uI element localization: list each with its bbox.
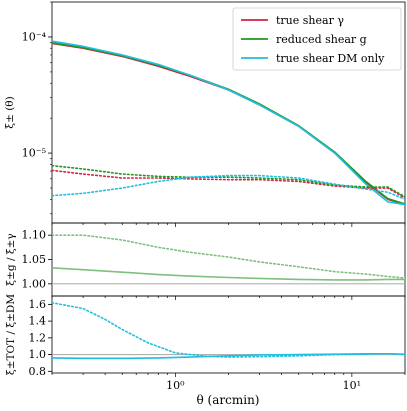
y-tick-label: 1.6 — [29, 298, 47, 311]
x-tick-label: 10¹ — [343, 379, 361, 392]
main-panel: 10⁻⁴ 10⁻⁵ ξ± (θ) true shear γ reduced shea… — [4, 1, 406, 227]
legend-label: reduced shear g — [276, 33, 367, 46]
y-tick-label: 1.0 — [29, 348, 47, 361]
series-line-dotted-1 — [52, 301, 405, 358]
y-tick-label: 1.4 — [29, 315, 47, 328]
y-tick-label: 1.00 — [22, 277, 47, 290]
y-tick-label: 1.10 — [22, 229, 47, 242]
y-axis-label: ξ±g / ξ±γ — [5, 233, 17, 285]
legend-label: true shear DM only — [276, 52, 385, 65]
series-line-true-shear-dm-only — [52, 40, 405, 206]
legend: true shear γ reduced shear g true shear DM… — [232, 7, 402, 71]
x-tick-label: 10⁰ — [166, 379, 185, 392]
y-tick-label: 0.8 — [29, 365, 47, 378]
legend-box — [232, 7, 402, 71]
legend-label: true shear γ — [276, 14, 344, 27]
ratio-tot-panel: 0.8 1.0 1.2 1.4 1.6 ξ±TOT / ξ±DM — [5, 294, 406, 378]
y-tick-label: 10⁻⁴ — [22, 30, 47, 43]
series-line-dotted-3 — [52, 169, 405, 199]
series-line-solid-0 — [52, 266, 405, 281]
y-tick-label: 1.05 — [22, 253, 47, 266]
x-axis-label: θ (arcmin) — [197, 393, 260, 407]
ratio-tot-panel-frame — [51, 295, 406, 374]
y-axis-label: ξ±TOT / ξ±DM — [5, 294, 17, 375]
series-line-dotted-1 — [52, 234, 405, 279]
y-tick-label: 1.2 — [29, 331, 47, 344]
ratio-g-panel: 1.00 1.05 1.10 ξ±g / ξ±γ — [5, 222, 406, 300]
y-tick-label: 10⁻⁵ — [22, 147, 46, 160]
y-axis-label: ξ± (θ) — [4, 96, 16, 128]
series-line-dotted-5 — [52, 174, 405, 201]
ratio-g-panel-frame — [51, 222, 406, 297]
series-line-dotted-4 — [52, 164, 405, 198]
